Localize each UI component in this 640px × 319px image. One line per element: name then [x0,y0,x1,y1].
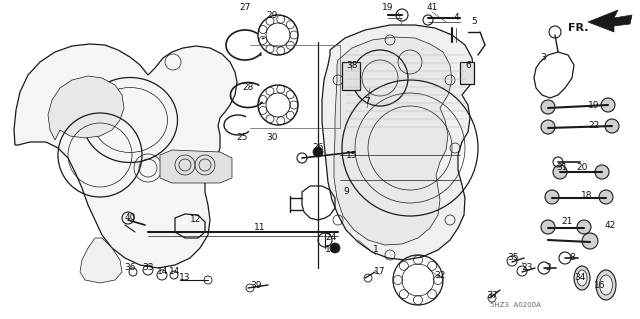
Ellipse shape [600,275,612,295]
Text: 22: 22 [588,121,600,130]
Text: 29: 29 [266,11,278,20]
Polygon shape [80,238,122,283]
Text: 25: 25 [236,133,248,143]
Text: 37: 37 [486,291,498,300]
Text: 28: 28 [243,84,253,93]
Text: 23: 23 [522,263,532,272]
Text: 19: 19 [382,4,394,12]
Circle shape [545,190,559,204]
Ellipse shape [574,266,590,290]
Circle shape [601,98,615,112]
Text: 31: 31 [556,164,568,173]
Polygon shape [14,44,237,268]
Circle shape [577,220,591,234]
Text: 36: 36 [124,263,136,272]
Text: 14: 14 [157,268,169,277]
Text: 30: 30 [266,133,278,143]
Text: 5HZ3  A0200A: 5HZ3 A0200A [490,302,541,308]
Text: 11: 11 [254,224,266,233]
Circle shape [599,190,613,204]
Text: 1: 1 [373,246,379,255]
Text: 39: 39 [250,280,262,290]
Ellipse shape [596,270,616,300]
Text: 8: 8 [569,254,575,263]
Text: 34: 34 [574,273,586,283]
Text: 27: 27 [239,4,251,12]
Text: 19: 19 [588,100,600,109]
Text: 26: 26 [312,144,324,152]
Circle shape [582,233,598,249]
Text: 15: 15 [346,151,358,160]
Text: 2: 2 [545,263,551,272]
Circle shape [605,119,619,133]
Text: 24: 24 [325,234,337,242]
Text: FR.: FR. [568,23,589,33]
Text: 20: 20 [576,164,588,173]
Text: 14: 14 [170,268,180,277]
Bar [460,62,474,84]
Polygon shape [322,25,474,260]
Circle shape [541,120,555,134]
Polygon shape [48,76,124,140]
Polygon shape [588,10,632,32]
Text: 18: 18 [581,190,593,199]
Text: 35: 35 [508,254,519,263]
Text: 3: 3 [540,54,546,63]
Text: 16: 16 [595,280,605,290]
Circle shape [541,100,555,114]
Text: 6: 6 [465,61,471,70]
Polygon shape [334,37,452,245]
Text: 21: 21 [561,218,573,226]
Circle shape [313,147,323,157]
Bar [342,62,360,90]
Circle shape [595,165,609,179]
Text: 42: 42 [604,220,616,229]
Ellipse shape [577,270,587,286]
Text: 32: 32 [435,271,445,279]
Polygon shape [160,150,232,183]
Text: 4: 4 [453,13,459,23]
Circle shape [553,165,567,179]
Text: 41: 41 [426,4,438,12]
Text: 13: 13 [179,273,191,283]
Text: 10: 10 [325,246,337,255]
Circle shape [330,243,340,253]
Text: 38: 38 [346,61,358,70]
Text: 9: 9 [343,188,349,197]
Text: 7: 7 [364,98,370,107]
Circle shape [541,220,555,234]
Text: 40: 40 [124,213,136,222]
Text: 17: 17 [374,268,386,277]
Text: 12: 12 [190,216,202,225]
Text: 5: 5 [471,18,477,26]
Text: 33: 33 [142,263,154,272]
